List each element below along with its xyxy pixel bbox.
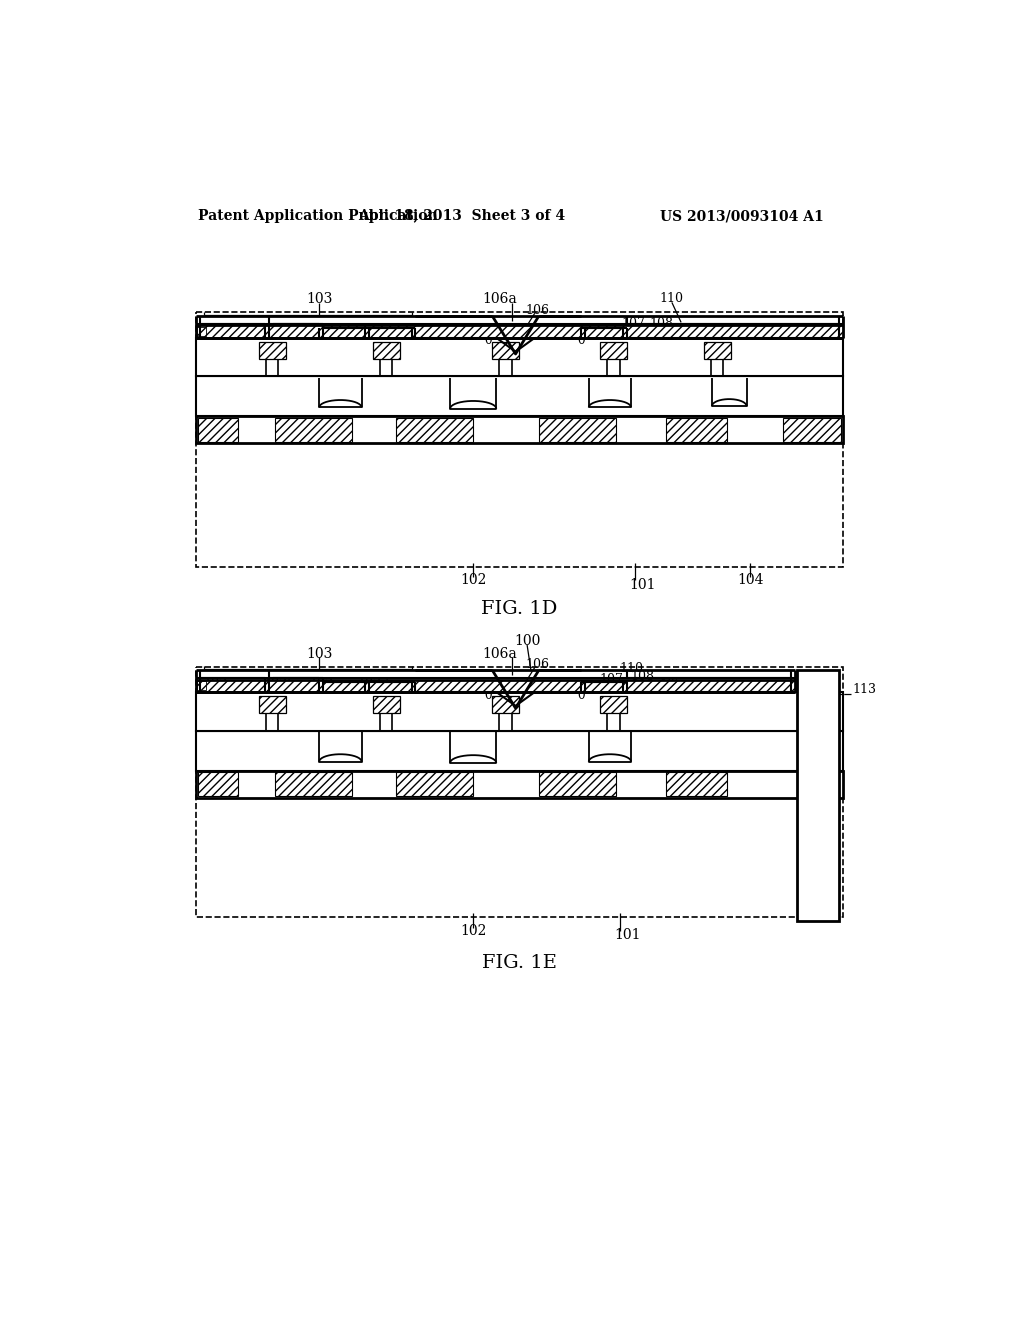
Bar xyxy=(539,418,615,442)
Bar xyxy=(274,418,351,442)
Bar xyxy=(197,327,206,337)
Bar xyxy=(196,730,843,771)
Bar xyxy=(196,376,843,416)
Bar xyxy=(196,416,843,444)
Bar xyxy=(705,342,731,359)
Text: US 2013/0093104 A1: US 2013/0093104 A1 xyxy=(659,209,823,223)
Text: 103d: 103d xyxy=(357,323,389,335)
Text: 105: 105 xyxy=(659,677,684,690)
Bar xyxy=(196,680,795,692)
Bar xyxy=(198,418,238,442)
Bar xyxy=(196,771,843,797)
Text: 108: 108 xyxy=(631,671,654,684)
Bar xyxy=(196,692,843,730)
Bar xyxy=(782,418,842,442)
Text: 105: 105 xyxy=(738,323,762,337)
Bar xyxy=(259,342,286,359)
Bar xyxy=(396,772,473,796)
Bar xyxy=(259,696,286,713)
Bar xyxy=(196,667,843,917)
Bar xyxy=(493,696,519,713)
Text: 102: 102 xyxy=(460,924,486,937)
Text: 103b: 103b xyxy=(263,323,295,335)
Bar xyxy=(666,772,727,796)
Bar xyxy=(196,338,843,376)
Text: 103a: 103a xyxy=(204,677,234,690)
Text: 101: 101 xyxy=(614,928,640,942)
Text: 110: 110 xyxy=(659,292,684,305)
Bar xyxy=(373,342,400,359)
Text: θ: θ xyxy=(484,334,493,347)
Bar xyxy=(600,342,628,359)
Bar xyxy=(799,675,837,917)
Text: Apr. 18, 2013  Sheet 3 of 4: Apr. 18, 2013 Sheet 3 of 4 xyxy=(358,209,565,223)
Text: 102: 102 xyxy=(460,573,486,587)
Text: 106a: 106a xyxy=(482,647,517,660)
Bar xyxy=(539,772,615,796)
Text: 103b: 103b xyxy=(263,677,295,690)
Text: θ: θ xyxy=(578,689,585,702)
Text: 107: 107 xyxy=(600,673,624,686)
Text: 103: 103 xyxy=(306,292,333,306)
Text: θ: θ xyxy=(578,334,585,347)
Bar xyxy=(493,342,519,359)
Text: 103c: 103c xyxy=(310,323,341,335)
Text: FIG. 1D: FIG. 1D xyxy=(481,599,558,618)
Text: θ: θ xyxy=(484,689,493,702)
Bar xyxy=(274,772,351,796)
Text: 103c: 103c xyxy=(310,677,341,690)
Bar xyxy=(666,418,727,442)
Text: 106: 106 xyxy=(525,304,549,317)
Text: 103d: 103d xyxy=(357,677,389,690)
Text: 106: 106 xyxy=(525,657,549,671)
Text: 107: 107 xyxy=(622,317,645,330)
Text: FIG. 1E: FIG. 1E xyxy=(482,954,557,972)
Text: Patent Application Publication: Patent Application Publication xyxy=(199,209,438,223)
Bar xyxy=(196,313,843,566)
Text: 101: 101 xyxy=(630,578,655,591)
Text: 103: 103 xyxy=(306,647,333,660)
Text: 100: 100 xyxy=(514,634,541,648)
Text: 108: 108 xyxy=(649,317,673,330)
Text: 113: 113 xyxy=(852,684,877,696)
Bar xyxy=(198,772,238,796)
Text: 106a: 106a xyxy=(482,292,517,306)
Text: 104: 104 xyxy=(737,573,764,587)
Bar xyxy=(373,696,400,713)
Text: 104: 104 xyxy=(808,795,831,808)
Text: 110: 110 xyxy=(620,663,643,676)
Bar xyxy=(197,681,206,690)
Text: 103a: 103a xyxy=(204,323,234,335)
Bar xyxy=(196,326,843,338)
Bar xyxy=(600,696,628,713)
Bar xyxy=(396,418,473,442)
Bar xyxy=(797,671,839,921)
